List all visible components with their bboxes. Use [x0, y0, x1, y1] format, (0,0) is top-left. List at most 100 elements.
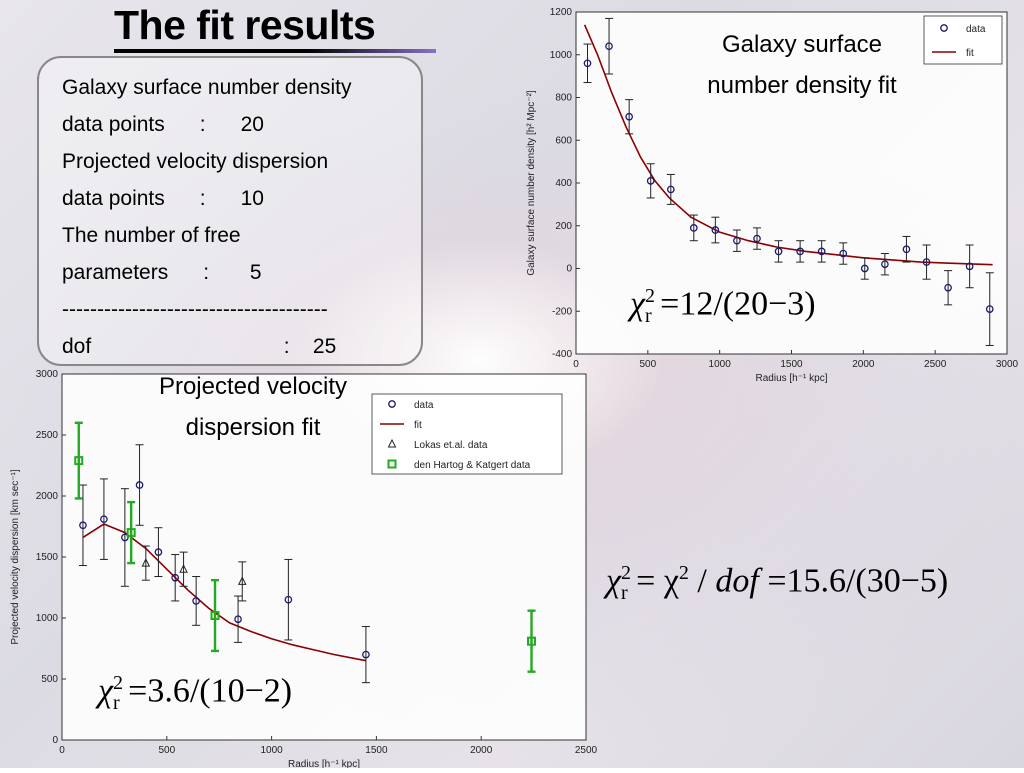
density-chart-svg: 0 500 1000 1500 2000 2500 3000 -400 -200 0 200 400 6…: [526, 7, 1019, 384]
legend-label: Lokas et.al. data: [414, 440, 488, 451]
superscript: 2: [644, 285, 655, 307]
chi-symbol: χ: [606, 562, 621, 600]
info-line: Projected velocity dispersion: [62, 150, 329, 173]
formula-mid: = χ: [636, 562, 679, 600]
data-point: [234, 615, 242, 624]
data-point: [817, 247, 826, 256]
data-point: [210, 611, 220, 621]
y-tick-label: 1500: [36, 552, 59, 563]
y-tick-label: 0: [52, 735, 58, 746]
info-line: parameters : 5: [62, 261, 262, 284]
x-tick-label: 3000: [996, 359, 1019, 370]
data-point: [625, 112, 634, 121]
legend-label: data: [414, 400, 434, 411]
velocity-chart: 0 500 1000 1500 2000 2500 0 500 1000 1500 2000 2500…: [0, 366, 600, 770]
chi-symbol: χ: [630, 285, 645, 323]
y-axis-label: Projected velocity dispersion [km sec⁻¹]: [10, 469, 21, 645]
data-point: [860, 264, 869, 273]
superscript: 2: [678, 562, 689, 584]
data-point: [362, 650, 370, 659]
dof-symbol: dof: [715, 562, 759, 600]
superscript: 2: [112, 672, 123, 694]
x-tick-label: 1000: [260, 745, 283, 756]
legend-box: [371, 393, 563, 475]
velocity-chart-svg: 0 500 1000 1500 2000 2500 0 500 1000 1500 2000 2500…: [10, 369, 598, 770]
y-tick-label: -400: [552, 349, 572, 360]
formula-value: =12/(20−3): [660, 285, 816, 323]
y-axis-label: Galaxy surface number density [h² Mpc⁻²]: [526, 90, 537, 276]
caption-line: Projected velocity: [158, 373, 348, 400]
data-point: [237, 576, 247, 585]
x-tick-label: 2500: [924, 359, 947, 370]
subscript: r: [644, 305, 652, 328]
legend-box: [923, 15, 1003, 65]
fit-curve: [583, 24, 993, 266]
data-point: [154, 548, 163, 556]
x-tick-label: 2500: [575, 745, 598, 756]
x-axis-label: Radius [h⁻¹ kpc]: [756, 373, 828, 384]
info-line: dof : 25: [62, 335, 337, 358]
y-tick-label: 1000: [36, 613, 59, 624]
data-point: [985, 305, 994, 313]
data-point: [605, 42, 613, 51]
data-point: [753, 234, 761, 243]
data-point: [171, 573, 180, 582]
caption-line: number density fit: [707, 72, 897, 99]
total-chi2-formula: χ2r = χ2 / dof =15.6/(30−5): [606, 562, 948, 605]
y-tick-label: -200: [552, 306, 572, 317]
y-tick-label: 600: [555, 135, 572, 146]
legend-swatch: [940, 24, 948, 32]
data-point: [881, 260, 889, 269]
legend-label: fit: [966, 48, 974, 59]
data-point: [100, 515, 108, 524]
x-tick-label: 2000: [470, 745, 493, 756]
info-line: --------------------------------------: [62, 298, 328, 321]
formula-value: =3.6/(10−2): [128, 672, 293, 710]
data-point: [79, 521, 87, 530]
title-underline: [114, 49, 436, 53]
y-tick-label: 500: [41, 674, 58, 685]
data-point: [74, 456, 84, 466]
formula-slash: /: [697, 562, 716, 600]
fit-summary-box: [37, 56, 423, 366]
velocity-caption: Projected velocity dispersion fit: [128, 366, 378, 448]
data-point: [774, 247, 783, 256]
x-tick-label: 1000: [709, 359, 732, 370]
legend-label: den Hartog & Katgert data: [414, 460, 531, 471]
y-tick-label: 2000: [36, 491, 59, 502]
data-point: [179, 564, 188, 573]
data-point: [922, 258, 931, 266]
caption-line: Galaxy surface: [721, 31, 883, 58]
data-point: [902, 245, 911, 254]
data-point: [583, 59, 592, 68]
info-line: data points : 20: [62, 113, 264, 136]
y-tick-label: 400: [555, 178, 572, 189]
data-point: [733, 236, 741, 245]
data-point: [192, 597, 200, 605]
velocity-chi2-formula: χ2r =3.6/(10−2): [98, 672, 292, 715]
x-tick-label: 0: [573, 359, 579, 370]
y-tick-label: 1200: [550, 7, 573, 18]
data-point: [646, 177, 655, 185]
x-tick-label: 500: [158, 745, 175, 756]
info-line: The number of free: [62, 224, 241, 247]
data-point: [121, 533, 129, 542]
data-point: [527, 636, 537, 646]
x-tick-label: 1500: [780, 359, 803, 370]
y-tick-label: 2500: [36, 430, 59, 441]
info-line: Galaxy surface number density: [62, 76, 352, 99]
legend-label: data: [966, 24, 986, 35]
data-point: [796, 247, 804, 256]
data-point: [689, 224, 698, 232]
superscript: 2: [620, 562, 631, 584]
y-tick-label: 0: [566, 264, 572, 275]
data-point: [666, 185, 675, 194]
x-tick-label: 500: [639, 359, 656, 370]
formula-value: =15.6/(30−5): [767, 562, 949, 600]
data-point: [126, 528, 136, 538]
subscript: r: [620, 582, 628, 605]
x-axis-label: Radius [h⁻¹ kpc]: [288, 759, 360, 768]
y-tick-label: 200: [555, 221, 572, 232]
density-chart: 0 500 1000 1500 2000 2500 3000 -400 -200 0 200 400 6…: [518, 2, 1024, 400]
data-point: [141, 557, 151, 567]
